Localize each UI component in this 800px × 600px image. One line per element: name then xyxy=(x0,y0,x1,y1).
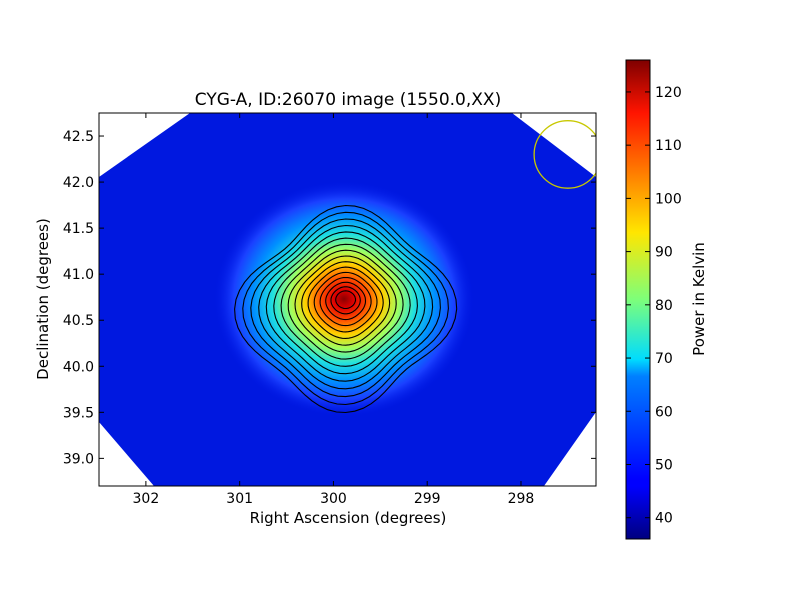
y-axis: 39.0 39.5 40.0 40.5 41.0 41.5 42.0 42.5 xyxy=(63,129,596,467)
y-tick-label: 40.0 xyxy=(63,359,94,375)
colorbar-ticks: 40 50 60 70 80 90 100 110 120 xyxy=(626,85,682,527)
x-tick-label: 299 xyxy=(414,491,441,507)
colorbar-tick-label: 40 xyxy=(655,511,673,527)
y-tick-label: 41.0 xyxy=(63,267,94,283)
chart-title: CYG-A, ID:26070 image (1550.0,XX) xyxy=(195,90,501,110)
y-tick-label: 39.0 xyxy=(63,451,94,467)
y-tick-label: 40.5 xyxy=(63,313,94,329)
colorbar-tick-label: 70 xyxy=(655,351,673,367)
colorbar-tick-label: 50 xyxy=(655,457,673,473)
x-tick-label: 302 xyxy=(133,491,160,507)
x-tick-label: 300 xyxy=(320,491,347,507)
contour-line xyxy=(330,286,361,315)
source-emission xyxy=(214,181,474,417)
y-tick-label: 42.0 xyxy=(63,175,94,191)
colorbar-tick-label: 80 xyxy=(655,298,673,314)
contour-line xyxy=(265,231,426,382)
contour-line xyxy=(250,218,441,398)
colorbar xyxy=(625,59,651,540)
contour-line xyxy=(301,261,391,346)
y-axis-label: Declination (degrees) xyxy=(34,218,52,380)
contour-line xyxy=(307,266,384,339)
colorbar-tick-label: 120 xyxy=(655,85,682,101)
contour-line xyxy=(319,276,372,327)
contour-line xyxy=(273,237,418,375)
contour-line xyxy=(287,249,404,360)
colorbar-tick-label: 90 xyxy=(655,245,673,261)
colorbar-label: Power in Kelvin xyxy=(690,242,708,356)
contour-line xyxy=(234,204,458,414)
plot-frame xyxy=(98,112,597,487)
contour-line xyxy=(325,281,367,321)
y-tick-label: 41.5 xyxy=(63,221,94,237)
contour-line xyxy=(294,255,397,353)
x-tick-label: 301 xyxy=(226,491,253,507)
y-tick-label: 39.5 xyxy=(63,405,94,421)
colorbar-tick-label: 110 xyxy=(655,138,682,154)
map-area xyxy=(99,113,596,486)
contour-line xyxy=(242,211,449,406)
x-axis-label: Right Ascension (degrees) xyxy=(250,509,447,527)
contour-lines xyxy=(234,204,458,414)
contour-line xyxy=(313,271,378,333)
colorbar-tick-label: 60 xyxy=(655,404,673,420)
beam-circle xyxy=(533,120,596,189)
contour-line xyxy=(335,290,357,310)
y-tick-label: 42.5 xyxy=(63,129,94,145)
x-axis: 302 301 300 299 298 xyxy=(133,113,535,507)
contour-line xyxy=(280,243,411,367)
contour-line xyxy=(258,224,434,390)
x-tick-label: 298 xyxy=(508,491,535,507)
colorbar-tick-label: 100 xyxy=(655,191,682,207)
